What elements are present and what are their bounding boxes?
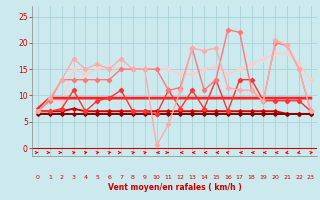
X-axis label: Vent moyen/en rafales ( km/h ): Vent moyen/en rafales ( km/h ) — [108, 183, 241, 192]
